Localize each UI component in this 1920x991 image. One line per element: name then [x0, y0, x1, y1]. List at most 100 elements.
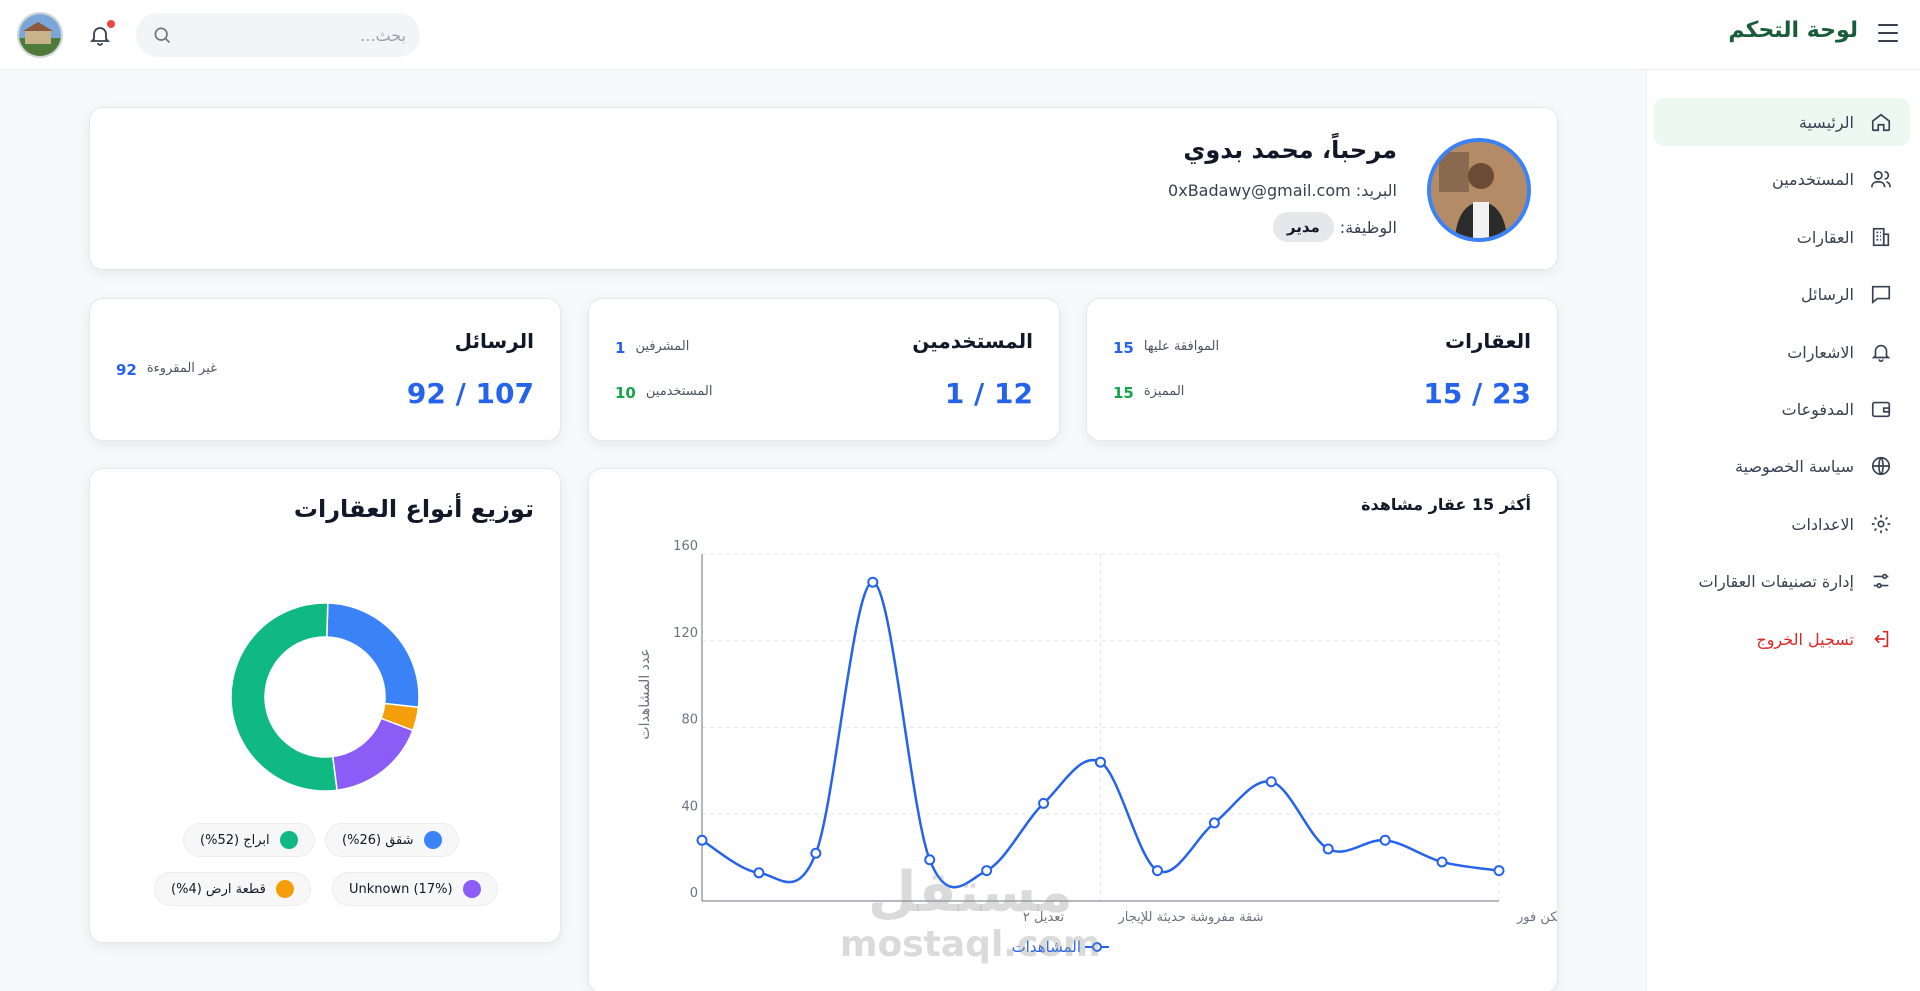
sidebar-item-privacy-policy[interactable]: سياسة الخصوصية	[1654, 442, 1910, 490]
stat-sub-row: المشرفين 1	[615, 339, 689, 357]
globe-icon	[1871, 456, 1891, 476]
sidebar-item-label: الرئيسية	[1798, 112, 1854, 132]
data-point[interactable]	[1095, 756, 1106, 768]
stat-sub-value: 10	[615, 384, 636, 402]
pie-chart-title: توزيع أنواع العقارات	[293, 495, 534, 523]
donut-slice[interactable]	[230, 602, 338, 792]
stat-sub-row: الموافقة عليها 15	[1113, 339, 1219, 357]
data-point[interactable]	[753, 867, 765, 879]
property-types-card: توزيع أنواع العقارات شقق (26%) ابراج (52…	[89, 468, 561, 943]
gear-icon	[1871, 514, 1891, 534]
wallet-icon	[1871, 401, 1891, 418]
app-title: لوحة التحكم	[1728, 18, 1858, 43]
stat-sub-label: المستخدمين	[645, 384, 713, 399]
sidebar-item-properties[interactable]: العقارات	[1654, 213, 1910, 261]
notification-badge	[107, 20, 115, 28]
sidebar-item-label: الرسائل	[1801, 284, 1854, 304]
legend-dot	[279, 831, 298, 849]
data-point[interactable]	[1379, 834, 1391, 846]
stat-sub-row: المميزة 15	[1113, 384, 1184, 402]
profile-photo-icon	[1431, 142, 1527, 238]
y-tick-label: 80	[681, 713, 698, 728]
donut-chart	[230, 602, 420, 792]
y-tick-label: 120	[673, 626, 698, 641]
data-point[interactable]	[1265, 776, 1277, 788]
profile-avatar	[1427, 138, 1531, 242]
message-icon	[1871, 285, 1891, 304]
greeting-title: مرحباً، محمد بدوي	[1183, 136, 1397, 164]
users-icon	[1871, 170, 1891, 188]
profile-card: مرحباً، محمد بدوي البريد: 0xBadawy@gmail…	[89, 107, 1558, 270]
legend-dot	[275, 880, 294, 898]
donut-slice[interactable]	[326, 602, 420, 709]
sidebar-item-payments[interactable]: المدفوعات	[1654, 385, 1910, 433]
sidebar-item-property-categories[interactable]: إدارة تصنيفات العقارات	[1654, 557, 1910, 605]
data-point[interactable]	[1038, 797, 1050, 809]
stat-sub-label: غير المقروءة	[146, 361, 217, 376]
legend-dot	[423, 831, 442, 849]
menu-toggle-button[interactable]	[1878, 24, 1898, 42]
sidebar-item-notifications[interactable]: الاشعارات	[1654, 328, 1910, 376]
stat-sub-value: 92	[116, 361, 137, 379]
notification-bell-icon[interactable]	[88, 22, 112, 48]
search-box[interactable]	[136, 13, 420, 57]
chart-legend[interactable]: المشاهدات	[1012, 938, 1109, 956]
stat-sub-row: غير المقروءة 92	[116, 361, 217, 379]
avatar-image-icon	[19, 14, 61, 56]
sidebar-item-settings[interactable]: الاعدادات	[1654, 500, 1910, 548]
donut-slice[interactable]	[331, 717, 414, 792]
data-point[interactable]	[810, 847, 822, 859]
stat-title: العقارات	[1444, 329, 1531, 353]
users-stat-card: المستخدمين 1 / 12 المشرفين 1 المستخدمين …	[588, 298, 1060, 441]
logout-icon	[1874, 630, 1889, 648]
data-point[interactable]	[867, 576, 879, 588]
top-bar: لوحة التحكم	[0, 0, 1920, 70]
sidebar-item-label: سياسة الخصوصية	[1735, 456, 1854, 476]
stat-sub-row: المستخدمين 10	[615, 384, 712, 402]
role-row: الوظيفة: مدير	[1272, 212, 1397, 242]
sliders-icon	[1873, 573, 1889, 589]
properties-stat-card: العقارات 15 / 23 الموافقة عليها 15 الممي…	[1086, 298, 1558, 441]
search-input[interactable]	[186, 13, 406, 57]
role-label: الوظيفة:	[1339, 217, 1397, 237]
data-point[interactable]	[924, 854, 936, 866]
user-avatar[interactable]	[17, 12, 63, 58]
y-tick-label: 40	[681, 799, 698, 814]
sidebar-item-users[interactable]: المستخدمين	[1654, 155, 1910, 203]
role-badge: مدير	[1272, 212, 1334, 242]
sidebar-item-label: الاشعارات	[1787, 342, 1854, 362]
data-point[interactable]	[981, 865, 993, 877]
sidebar-item-home[interactable]: الرئيسية	[1654, 98, 1910, 146]
menu-line	[1878, 32, 1898, 34]
stat-main-value: 92 / 107	[406, 377, 534, 410]
stat-main-value: 1 / 12	[944, 377, 1033, 410]
data-point[interactable]	[696, 834, 708, 846]
data-point[interactable]	[1208, 817, 1220, 829]
legend-dot	[462, 880, 481, 898]
legend-item-land[interactable]: قطعة ارض (4%)	[154, 872, 311, 906]
y-tick-label: 160	[673, 539, 698, 554]
data-point[interactable]	[1436, 856, 1448, 868]
sidebar-item-label: الاعدادات	[1791, 514, 1854, 534]
stat-sub-label: المميزة	[1143, 384, 1185, 399]
sidebar-item-logout[interactable]: تسجيل الخروج	[1654, 615, 1910, 663]
messages-stat-card: الرسائل 92 / 107 غير المقروءة 92	[89, 298, 561, 441]
legend-item-unknown[interactable]: Unknown (17%)	[332, 872, 498, 906]
legend-item-apartments[interactable]: شقق (26%)	[325, 823, 459, 857]
data-point[interactable]	[1322, 843, 1334, 855]
search-icon	[154, 27, 171, 44]
email-value: 0xBadawy@gmail.com	[1168, 181, 1351, 200]
legend-label: قطعة ارض (4%)	[171, 881, 266, 897]
data-point[interactable]	[1151, 865, 1163, 877]
menu-line	[1878, 40, 1898, 42]
sidebar-item-messages[interactable]: الرسائل	[1654, 270, 1910, 318]
legend-marker-icon	[1092, 942, 1102, 952]
legend-label: شقق (26%)	[342, 832, 414, 848]
sidebar-item-label: المدفوعات	[1781, 399, 1854, 419]
top-viewed-chart-card: أكثر 15 عقار مشاهدة 0 40 80 120 160 للبيع في…	[588, 468, 1558, 991]
data-point[interactable]	[1493, 865, 1505, 877]
line-chart: 0 40 80 120 160 للبيع فيلا جاهزة للسكن فور شق…	[637, 539, 1557, 956]
legend-item-towers[interactable]: ابراج (52%)	[183, 823, 315, 857]
bell-icon	[1871, 344, 1891, 362]
stat-sub-label: الموافقة عليها	[1143, 339, 1220, 354]
